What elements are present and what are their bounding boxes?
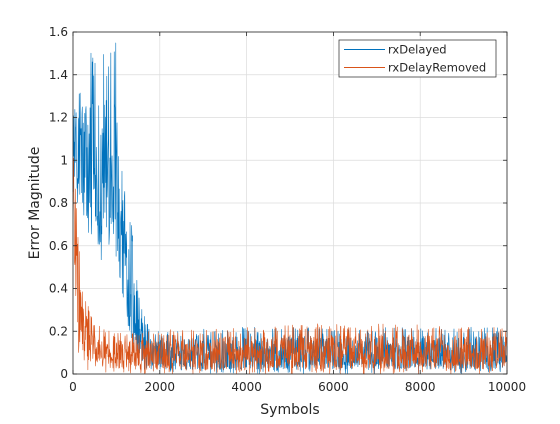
legend: rxDelayed rxDelayRemoved <box>338 39 497 78</box>
y-tick-label: 0.6 <box>49 239 68 253</box>
y-tick-label: 1 <box>60 153 68 167</box>
y-tick-label: 0.4 <box>49 282 68 296</box>
y-axis-label: Error Magnitude <box>27 147 43 260</box>
y-tick-label: 0.8 <box>49 196 68 210</box>
y-tick-label: 1.4 <box>49 68 68 82</box>
x-tick-label: 10000 <box>488 380 526 394</box>
x-tick-label: 0 <box>69 380 77 394</box>
x-tick-label: 8000 <box>405 380 436 394</box>
tick-labels: 0 2000 4000 6000 8000 10000 0 0.2 0.4 0.6 0.8 1 1.2 1… <box>49 25 526 394</box>
series-layer <box>72 42 508 375</box>
x-tick-label: 4000 <box>231 380 262 394</box>
x-tick-label: 6000 <box>318 380 349 394</box>
y-tick-label: 0 <box>60 367 68 381</box>
y-tick-label: 0.2 <box>49 324 68 338</box>
y-tick-label: 1.2 <box>49 111 68 125</box>
legend-label-rxdelayed: rxDelayed <box>388 43 447 57</box>
y-tick-label: 1.6 <box>49 25 68 39</box>
legend-box <box>338 39 497 78</box>
series-line-rxdelayremoved <box>72 157 508 375</box>
x-axis-label: Symbols <box>260 402 319 418</box>
ticks <box>72 31 508 375</box>
x-tick-label: 2000 <box>145 380 176 394</box>
legend-label-rxdelayremoved: rxDelayRemoved <box>388 61 486 75</box>
